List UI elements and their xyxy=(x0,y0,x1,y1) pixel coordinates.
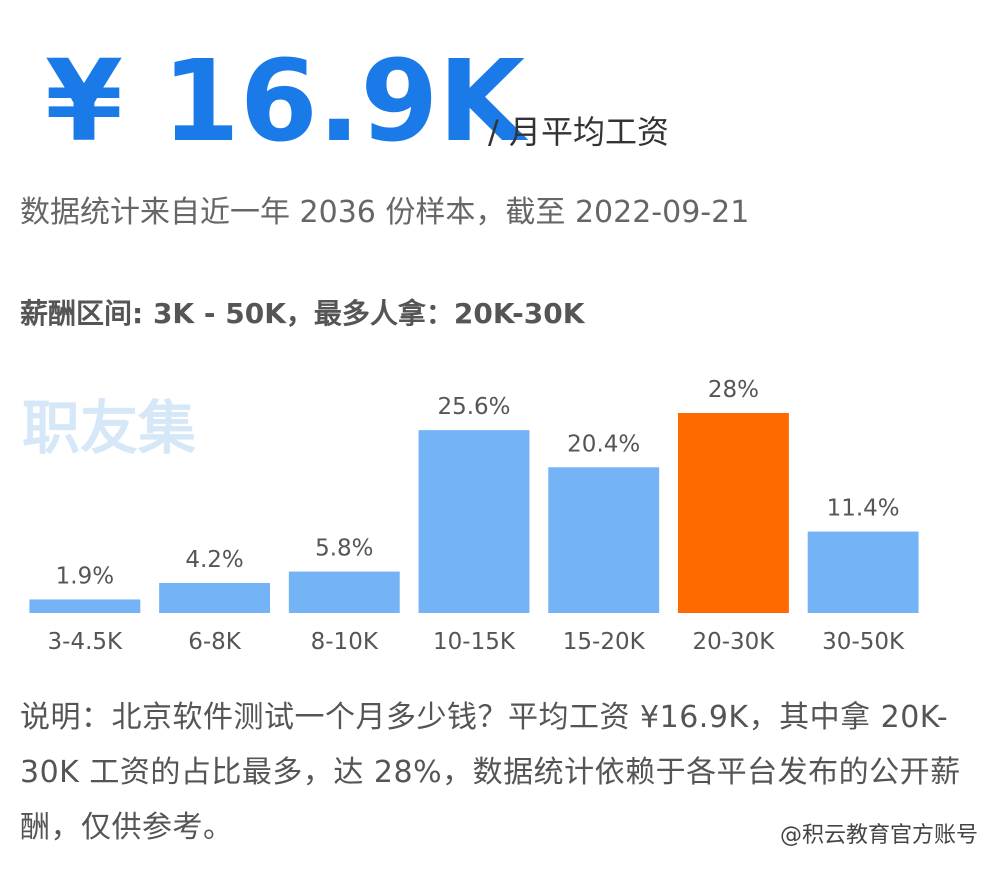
value-label: 28% xyxy=(708,377,759,403)
bar xyxy=(677,413,789,613)
bar xyxy=(807,531,919,613)
bar xyxy=(29,599,141,613)
footer-watermark: @积云教育官方账号 xyxy=(780,823,978,848)
category-label: 10-15K xyxy=(433,629,516,655)
bar xyxy=(288,571,400,613)
bar-chart: 1.9% 3-4.5K 4.2% 6-8K 5.8% 8-10K 25.6% 10-15K 20… xyxy=(29,377,919,655)
category-label: 6-8K xyxy=(188,629,242,655)
value-label: 4.2% xyxy=(185,547,243,573)
category-label: 3-4.5K xyxy=(48,629,124,655)
watermark: 职友集 xyxy=(22,394,196,462)
salary-unit: / 月平均工资 xyxy=(488,113,669,151)
category-label: 8-10K xyxy=(311,629,379,655)
bar xyxy=(418,430,530,613)
subtitle: 数据统计来自近一年 2036 份样本，截至 2022-09-21 xyxy=(20,195,749,230)
bar xyxy=(159,583,271,613)
bar xyxy=(548,467,660,613)
category-label: 15-20K xyxy=(563,629,646,655)
value-label: 20.4% xyxy=(567,431,640,457)
category-label: 20-30K xyxy=(692,629,775,655)
value-label: 5.8% xyxy=(315,536,373,562)
category-label: 30-50K xyxy=(822,629,905,655)
average-salary: ¥ 16.9K xyxy=(45,37,529,167)
range-line: 薪酬区间: 3K - 50K，最多人拿：20K-30K xyxy=(20,297,586,330)
value-label: 25.6% xyxy=(437,394,510,420)
value-label: 11.4% xyxy=(827,496,900,522)
description: 说明：北京软件测试一个月多少钱？平均工资 ¥16.9K，其中拿 20K-30K … xyxy=(20,700,961,845)
value-label: 1.9% xyxy=(56,563,114,589)
